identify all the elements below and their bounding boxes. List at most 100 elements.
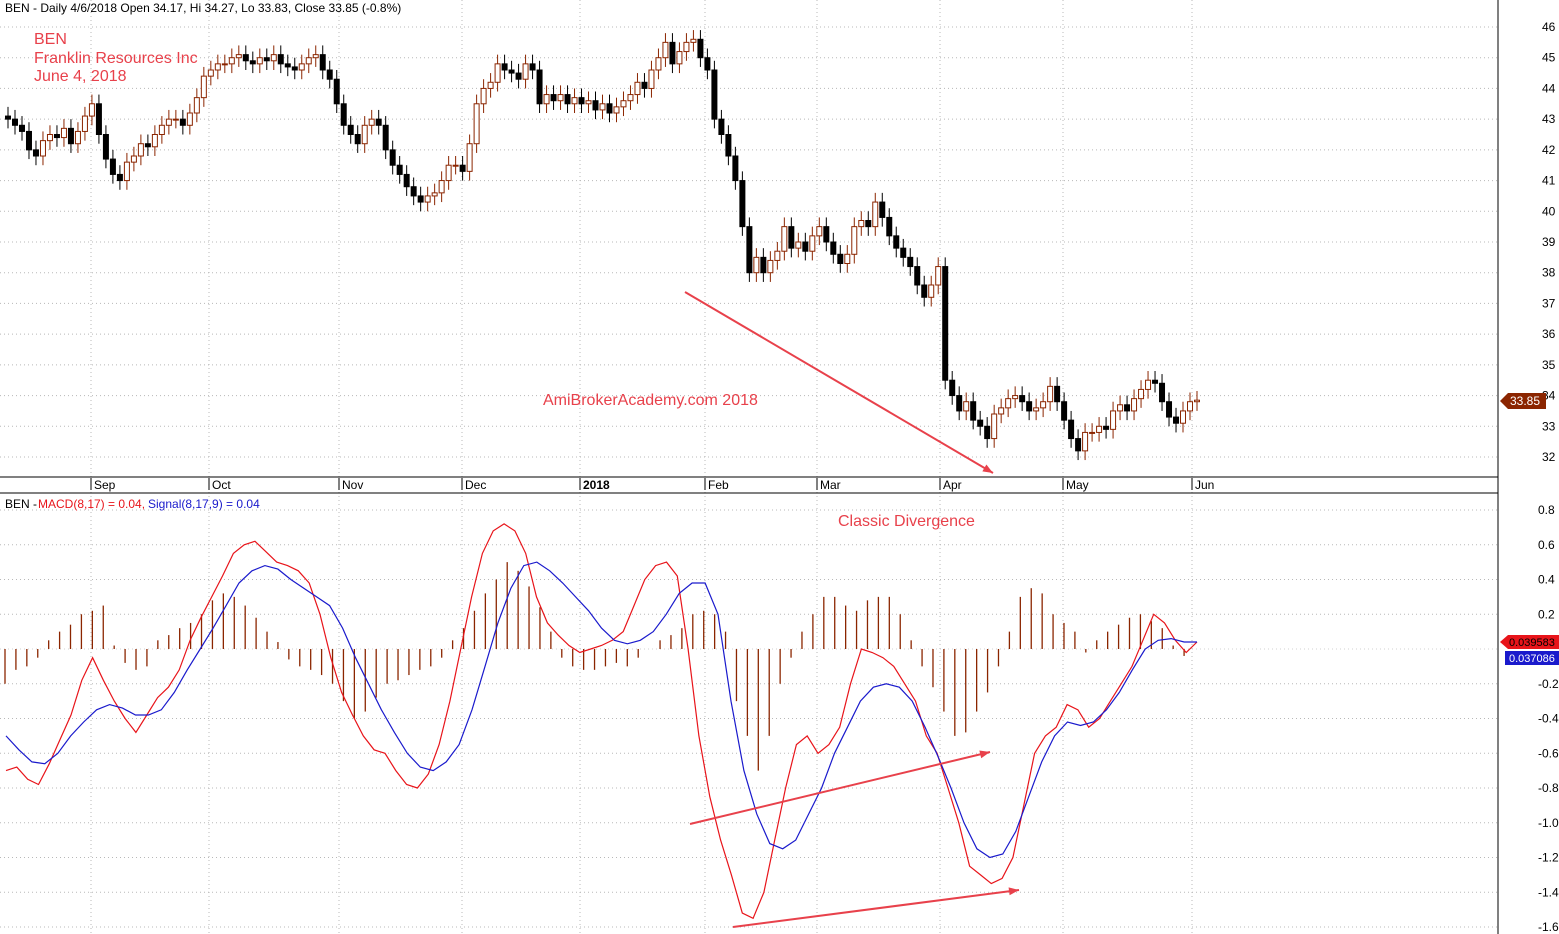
candle-body — [823, 226, 830, 243]
candle-body — [25, 130, 32, 151]
candle-body — [718, 118, 725, 136]
price-candles — [5, 30, 1200, 461]
candle-body — [907, 256, 914, 268]
macd-tick-label: -1.6 — [1538, 920, 1559, 934]
candle-body — [235, 54, 242, 59]
candle-body — [1138, 388, 1145, 400]
candle-body — [676, 51, 683, 65]
candle-body — [1068, 419, 1075, 440]
candle-body — [32, 149, 39, 157]
candle-body — [1012, 395, 1019, 400]
candle-body — [382, 124, 389, 151]
macd-tick-label: -1.0 — [1538, 816, 1559, 830]
candle-body — [179, 118, 186, 126]
candle-body — [683, 41, 690, 53]
candle-body — [1019, 395, 1026, 403]
macd-tick-label: -0.4 — [1538, 712, 1559, 726]
candle-body — [928, 284, 935, 298]
candle-body — [368, 118, 375, 126]
candle-body — [697, 38, 704, 59]
candle-body — [431, 192, 438, 197]
candle-body — [662, 41, 669, 59]
annotation-divergence: Classic Divergence — [838, 513, 975, 530]
macd-tick-label: 0.4 — [1538, 573, 1555, 587]
price-tick-label: 40 — [1542, 204, 1556, 218]
candle-body — [452, 164, 459, 167]
candle-body — [606, 103, 613, 114]
candle-body — [711, 69, 718, 120]
candle-body — [872, 201, 879, 228]
candle-body — [277, 54, 284, 65]
candle-body — [879, 201, 886, 218]
candle-body — [18, 124, 25, 132]
price-divergence-arrow-head — [982, 464, 993, 473]
candle-body — [1033, 407, 1040, 412]
candle-body — [172, 118, 179, 121]
candle-body — [781, 226, 788, 252]
macd-header-prefix: BEN - — [5, 497, 37, 511]
candle-body — [788, 226, 795, 249]
price-tick-label: 43 — [1542, 112, 1556, 126]
candle-body — [480, 87, 487, 105]
candle-body — [1005, 398, 1012, 409]
candle-body — [375, 118, 382, 126]
macd-tick-label: 0.8 — [1538, 503, 1555, 517]
candle-body — [130, 155, 137, 163]
price-tick-label: 42 — [1542, 143, 1556, 157]
candle-body — [466, 143, 473, 172]
price-tick-label: 41 — [1542, 174, 1556, 188]
candle-body — [592, 100, 599, 111]
candle-body — [291, 66, 298, 71]
candle-body — [1117, 404, 1124, 412]
macd-tick-label: -1.2 — [1538, 851, 1559, 865]
candle-body — [410, 186, 417, 197]
candle-body — [144, 143, 151, 148]
divergence-arrows — [684, 291, 1020, 928]
price-tick-label: 35 — [1542, 358, 1556, 372]
candle-body — [389, 149, 396, 166]
candle-body — [620, 100, 627, 108]
candle-body — [970, 401, 977, 421]
candle-body — [256, 57, 263, 65]
candle-body — [795, 241, 802, 249]
candle-body — [137, 143, 144, 157]
macd-histogram — [4, 562, 1185, 771]
candle-body — [354, 134, 361, 145]
candle-body — [1145, 379, 1152, 390]
month-label: Dec — [465, 478, 486, 492]
candle-body — [585, 100, 592, 105]
month-label: Feb — [708, 478, 729, 492]
signal-line — [5, 561, 1197, 859]
candle-body — [1061, 401, 1068, 421]
candle-body — [1047, 385, 1054, 403]
macd-line — [5, 523, 1198, 920]
candle-body — [60, 127, 67, 139]
close-price-badge: 33.85 — [1500, 393, 1546, 409]
candle-body — [802, 241, 809, 252]
candle-body — [816, 226, 823, 237]
candle-body — [165, 118, 172, 126]
candle-body — [1159, 382, 1166, 403]
candle-body — [158, 124, 165, 135]
candle-body — [305, 57, 312, 65]
candle-body — [102, 134, 109, 160]
macd-tick-label: 0.2 — [1538, 607, 1555, 621]
candle-body — [340, 103, 347, 126]
candle-body — [74, 130, 81, 145]
candle-body — [536, 69, 543, 105]
candle-body — [312, 54, 319, 59]
macd-tick-label: 0.6 — [1538, 538, 1555, 552]
candle-body — [228, 57, 235, 65]
candle-body — [830, 241, 837, 255]
candle-body — [473, 103, 480, 145]
candle-body — [151, 134, 158, 148]
macd-value-badge: 0.039583 — [1500, 635, 1559, 649]
month-label: May — [1066, 478, 1089, 492]
candle-body — [655, 57, 662, 71]
candle-body — [865, 220, 872, 228]
macd-tick-label: -1.4 — [1538, 885, 1559, 899]
candle-body — [921, 284, 928, 298]
macd-tick-label: -0.8 — [1538, 781, 1559, 795]
